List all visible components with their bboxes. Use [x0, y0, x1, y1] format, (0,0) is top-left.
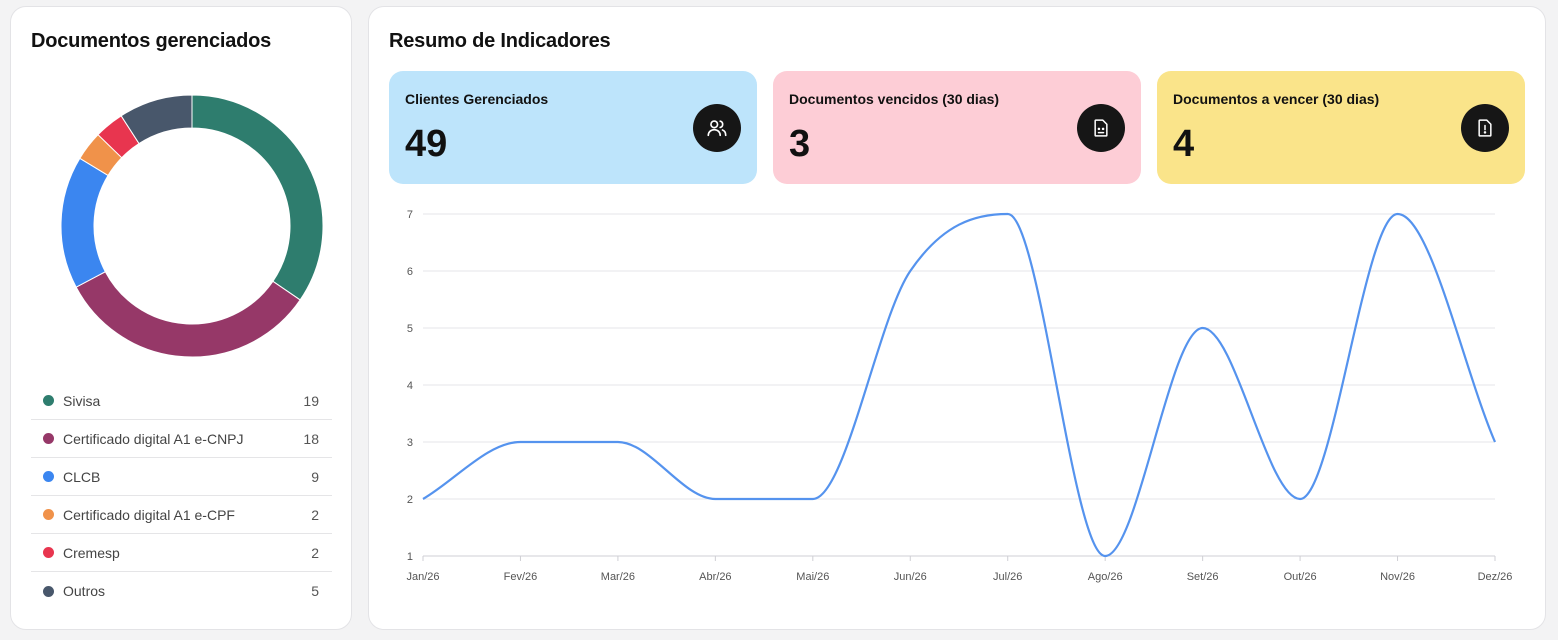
monthly-line-chart: 1 2 3 4 5 6 7 Jan/26 Fev/26 Mar/26 Abr/26 Mai/26 Jun…: [406, 209, 1513, 583]
legend-value: 18: [303, 430, 319, 447]
legend-color-dot: [43, 547, 54, 558]
kpi-expiring-card: Documentos a vencer (30 dias) 4: [1157, 71, 1525, 184]
legend-value: 19: [303, 392, 319, 409]
y-tick-label: 2: [407, 494, 413, 506]
donut-slice[interactable]: [75, 271, 301, 358]
users-icon: [693, 104, 741, 152]
x-tick-label: Out/26: [1284, 571, 1317, 583]
x-tick-label: Mai/26: [796, 571, 829, 583]
x-tick-label: Set/26: [1187, 571, 1219, 583]
x-tick-label: Jan/26: [406, 571, 439, 583]
data-point[interactable]: [1296, 495, 1304, 503]
y-tick-label: 5: [407, 323, 413, 335]
file-alert-icon: [1461, 104, 1509, 152]
data-point[interactable]: [419, 495, 427, 503]
legend-item: Certificado digital A1 e-CNPJ 18: [31, 420, 332, 458]
donut-slice[interactable]: [191, 94, 324, 301]
donut-slice[interactable]: [60, 157, 109, 288]
y-tick-label: 1: [407, 551, 413, 563]
data-point[interactable]: [1199, 324, 1207, 332]
x-tick-label: Jul/26: [993, 571, 1022, 583]
x-tick-label: Mar/26: [601, 571, 635, 583]
legend-label: Certificado digital A1 e-CNPJ: [63, 430, 244, 447]
x-tick-label: Jun/26: [894, 571, 927, 583]
file-sad-icon: [1077, 104, 1125, 152]
series-line: [422, 212, 1497, 558]
data-point[interactable]: [1394, 210, 1402, 218]
x-tick-label: Ago/26: [1088, 571, 1123, 583]
legend-label: CLCB: [63, 468, 101, 485]
legend-color-dot: [43, 395, 54, 406]
legend-color-dot: [43, 433, 54, 444]
y-tick-label: 4: [407, 380, 413, 392]
kpi-value: 49: [405, 123, 448, 165]
data-point[interactable]: [809, 495, 817, 503]
legend-label: Cremesp: [63, 544, 120, 561]
kpi-label: Clientes Gerenciados: [405, 91, 549, 107]
legend-item: CLCB 9: [31, 458, 332, 496]
summary-title: Resumo de Indicadores: [389, 30, 611, 52]
legend-item: Outros 5: [31, 572, 332, 610]
documents-donut-chart: [60, 94, 324, 358]
legend-value: 2: [311, 544, 319, 561]
kpi-clients-card: Clientes Gerenciados 49: [389, 71, 757, 184]
summary-card: Resumo de Indicadores Clientes Gerenciad…: [368, 6, 1546, 630]
data-point[interactable]: [516, 438, 524, 446]
legend-item: Cremesp 2: [31, 534, 332, 572]
legend-item: Sivisa 19: [31, 382, 332, 420]
x-tick-label: Nov/26: [1380, 571, 1415, 583]
legend-color-dot: [43, 509, 54, 520]
kpi-label: Documentos vencidos (30 dias): [789, 91, 1000, 107]
x-tick-label: Fev/26: [504, 571, 538, 583]
kpi-value: 4: [1173, 123, 1195, 165]
documents-card: Documentos gerenciados Sivisa 19 Certifica…: [10, 6, 352, 630]
data-point[interactable]: [1004, 210, 1012, 218]
data-point[interactable]: [1491, 438, 1499, 446]
kpi-label: Documentos a vencer (30 dias): [1173, 91, 1380, 107]
legend-value: 5: [311, 583, 319, 599]
data-point[interactable]: [614, 438, 622, 446]
x-tick-label: Dez/26: [1478, 571, 1513, 583]
legend-label: Outros: [63, 583, 106, 599]
y-tick-label: 3: [407, 437, 413, 449]
legend-value: 9: [311, 468, 319, 485]
data-point[interactable]: [1101, 552, 1109, 560]
documents-legend: Sivisa 19 Certificado digital A1 e-CNPJ 18 C…: [31, 382, 332, 610]
data-point[interactable]: [906, 267, 914, 275]
documents-title: Documentos gerenciados: [31, 30, 272, 52]
legend-label: Certificado digital A1 e-CPF: [63, 506, 235, 523]
legend-color-dot: [43, 471, 54, 482]
data-point[interactable]: [711, 495, 719, 503]
x-tick-label: Abr/26: [699, 571, 731, 583]
y-tick-label: 7: [407, 209, 413, 221]
legend-item: Certificado digital A1 e-CPF 2: [31, 496, 332, 534]
donut-slice[interactable]: [120, 94, 193, 145]
legend-color-dot: [43, 585, 54, 597]
y-tick-label: 6: [407, 266, 413, 278]
kpi-value: 3: [789, 123, 811, 165]
legend-value: 2: [311, 506, 319, 523]
kpi-expired-card: Documentos vencidos (30 dias) 3: [773, 71, 1141, 184]
legend-label: Sivisa: [63, 392, 101, 409]
